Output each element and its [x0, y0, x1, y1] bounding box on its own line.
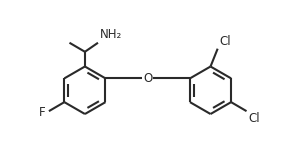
Text: NH₂: NH₂ [100, 28, 122, 41]
Text: F: F [39, 106, 46, 119]
Text: Cl: Cl [248, 112, 260, 125]
Text: O: O [143, 72, 152, 85]
Text: Cl: Cl [220, 35, 231, 48]
